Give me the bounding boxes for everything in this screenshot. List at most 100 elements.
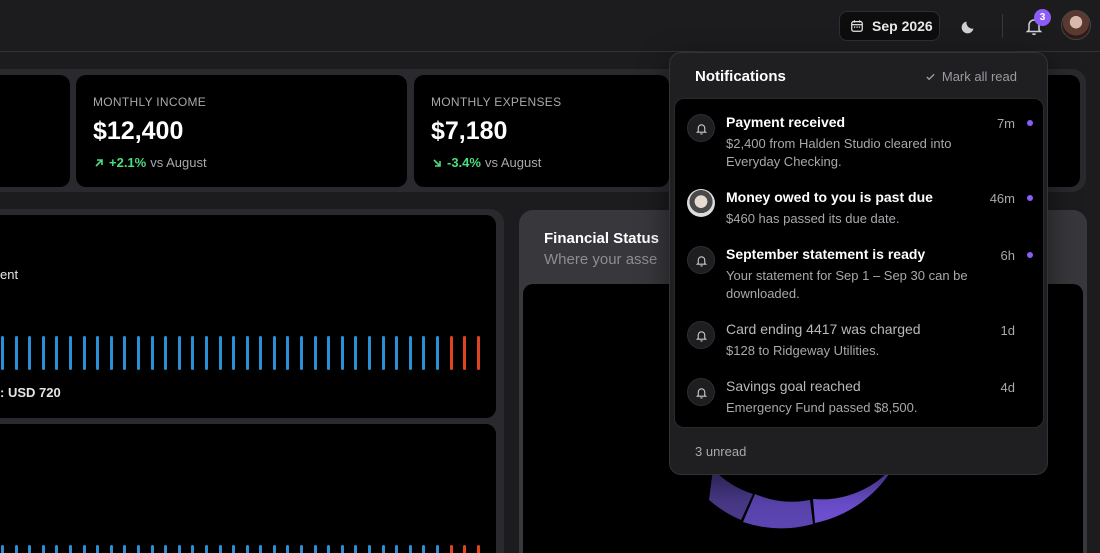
notification-count-badge: 3 [1034,9,1051,26]
chart-bar [408,336,412,370]
moon-icon[interactable] [959,16,979,36]
chart-bar [136,336,140,370]
chart-bar [68,545,72,553]
arrow-down-right-icon [433,158,441,167]
notification-time: 1d [1000,323,1015,338]
chart-bar [245,336,249,370]
chart-bar [136,545,140,553]
toolbar-divider [1002,14,1003,38]
chart-bar [150,336,154,370]
notification-body: $2,400 from Halden Studio cleared into E… [726,136,952,169]
chart-bar [449,545,453,553]
stat-value: $7,180 [431,117,508,145]
chart-bar [232,336,236,370]
chart-bar [55,336,59,370]
notification-body: Your statement for Sep 1 – Sep 30 can be… [726,268,968,301]
chart-bar [68,336,72,370]
chart-bar [286,336,290,370]
notification-title: Payment received [726,114,846,130]
chart-bar [204,545,208,553]
stat-label: MONTHLY EXPENSES [431,95,562,109]
notification-item[interactable]: Payment received $2,400 from Halden Stud… [675,114,1045,169]
cashflow-chart-top: ent : USD 720 [0,215,496,418]
notification-item[interactable]: Money owed to you is past due $460 has p… [675,189,1045,229]
chart-bar [123,545,127,553]
chart-bar [259,336,263,370]
chart-bar [408,545,412,553]
chart-bar [1,545,4,553]
notification-item[interactable]: Savings goal reached Emergency Fund pass… [675,378,1045,418]
notifications-dropdown: Notifications Mark all read Payment rece… [669,52,1048,475]
chart-bar [381,336,385,370]
user-photo-avatar [687,189,715,217]
notification-title: Savings goal reached [726,378,861,394]
stat-card-expenses: MONTHLY EXPENSES $7,180 -3.4% vs August [414,75,669,187]
legend-label: ent [0,267,19,282]
chart-bar [422,336,426,370]
cashflow-chart-bottom [0,424,496,553]
delta-suffix: vs August [484,155,542,170]
financial-status-subtitle: Where your asse [544,251,658,268]
chart-bar [55,545,59,553]
notification-title: September statement is ready [726,246,926,262]
chart-bar [449,336,453,370]
notification-item[interactable]: September statement is ready Your statem… [675,246,1045,304]
notification-item[interactable]: Card ending 4417 was charged $128 to Rid… [675,321,1045,361]
chart-bar [272,545,276,553]
unread-dot [1027,252,1033,258]
mark-all-read-label: Mark all read [941,69,1017,84]
month-label: Sep 2026 [872,18,933,34]
delta-suffix: vs August [150,155,207,170]
chart-bar [340,545,344,553]
chart-bar [463,545,467,553]
chart-bar [41,336,45,370]
chart-bar [436,336,439,370]
month-picker-button[interactable]: Sep 2026 [839,11,940,41]
chart-bar [204,336,208,370]
chart-bar [422,545,426,553]
chart-bar [218,336,222,370]
user-avatar[interactable] [1061,10,1091,40]
chart-bar [463,336,467,370]
bar-strip [1,545,480,553]
bell-icon [687,246,715,274]
notification-title: Money owed to you is past due [726,189,933,205]
chart-bar [354,545,358,553]
chart-bar [82,336,86,370]
chart-bar [177,336,181,370]
stat-delta: -3.4% vs August [431,155,541,170]
chart-bar [476,545,480,553]
chart-bar [340,336,344,370]
calendar-icon [851,20,863,32]
chart-bar [28,545,32,553]
bell-icon [687,114,715,142]
donut-chart [709,468,893,529]
chart-bar [96,545,100,553]
unread-dot [1027,195,1033,201]
chart-bar [259,545,263,553]
chart-bar [164,545,168,553]
chart-bar [164,336,168,370]
chart-bar [191,545,195,553]
unread-dot [1027,120,1033,126]
notification-time: 7m [996,116,1015,131]
chart-bar [218,545,222,553]
bell-icon [687,321,715,349]
chart-bar [82,545,86,553]
notification-time: 6h [1000,248,1015,263]
chart-bar [327,336,331,370]
notification-list: Payment received $2,400 from Halden Stud… [674,98,1044,428]
chart-bar [28,336,32,370]
chart-bar [1,336,4,370]
mark-all-read-button[interactable]: Mark all read [925,69,1017,84]
chart-bar [14,545,18,553]
chart-bar [272,336,276,370]
delta-percent: -3.4% [447,155,481,170]
chart-bar [368,336,372,370]
chart-bar [381,545,385,553]
notifications-title: Notifications [695,68,786,85]
notification-body: $460 has passed its due date. [726,211,900,226]
chart-bar [191,336,195,370]
top-bar: Sep 2026 3 [0,0,1100,52]
chart-bar [177,545,181,553]
